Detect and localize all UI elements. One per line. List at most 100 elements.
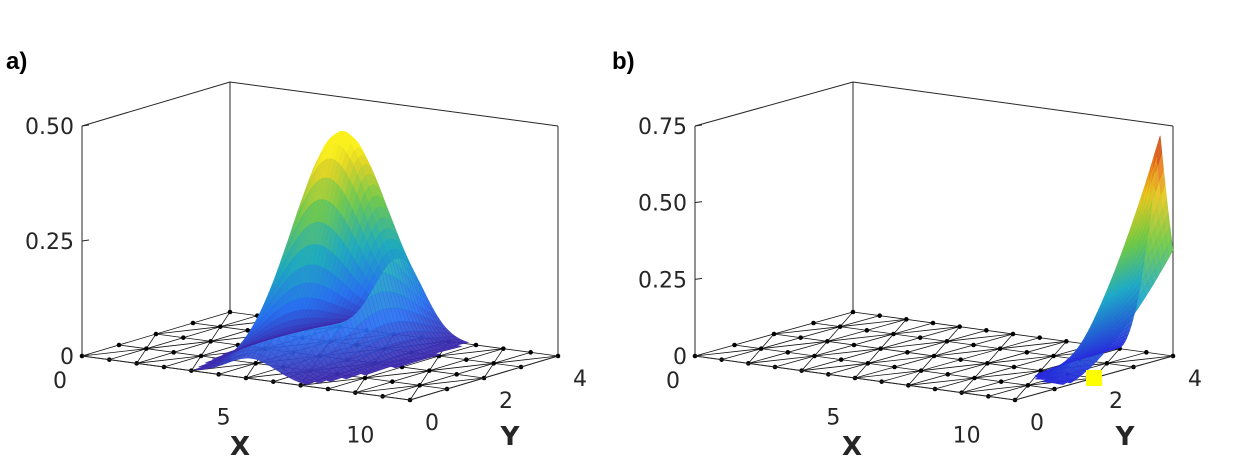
mesh-node [944,339,950,344]
surface [195,130,470,385]
z-tick-label: 0.50 [25,115,74,140]
top-back-edges [694,81,1174,127]
mesh-node [892,364,897,370]
mesh-diagonal [429,362,494,372]
front-axes [81,355,559,401]
mesh-diagonal [839,311,854,327]
y-tick-label: 2 [1109,389,1123,414]
y-axis-line [409,355,559,401]
z-tick-label: 0.50 [638,192,687,217]
mesh-node [905,350,910,355]
z-tick [694,277,703,280]
mesh-node [732,342,737,348]
mesh-diagonal [893,319,907,335]
mesh-diagonal [1014,385,1029,401]
mesh-diagonal [419,370,430,386]
mesh-node [1011,364,1017,370]
mesh-node [464,357,469,362]
z-tick [694,354,703,357]
mesh-diagonal [219,311,231,327]
mesh-node [864,328,870,333]
x-axis-title: X [842,432,862,462]
y-tick-label: 0 [1030,411,1044,436]
mesh-diagonal [364,370,430,379]
mesh-node [1104,361,1110,366]
z-tick [81,239,90,242]
top-back-edges [81,81,559,127]
mesh-diagonal [999,333,1014,349]
mesh-diagonal [210,326,221,342]
mesh-node [171,350,176,355]
mesh-diagonal [961,384,1028,394]
mesh-node [811,320,816,326]
mesh-node [181,335,186,340]
mesh-node [190,320,196,326]
mesh-diagonal [987,348,1001,364]
mesh-diagonal [245,363,257,379]
mesh-diagonal [1000,340,1067,350]
surface-facet [326,323,335,326]
mesh-diagonal [933,341,948,357]
mesh-node [798,335,803,340]
mesh-diagonal [155,326,221,335]
mesh-node [528,350,533,355]
z-tick-label: 0.25 [25,230,74,255]
y-tick-label: 0 [425,411,439,436]
mesh-diagonal [974,370,1041,379]
mesh-diagonal [946,326,960,342]
mesh-diagonal [773,326,841,335]
mesh-diagonal [827,333,894,342]
mesh-diagonal [1106,355,1174,364]
mesh-diagonal [946,333,1014,342]
mesh-diagonal [354,377,366,393]
mesh-node [812,353,817,359]
y-axis-title: Y [500,422,521,452]
mesh-diagonal [974,363,988,379]
mesh-diagonal [867,355,935,364]
mesh-node [985,361,990,366]
mesh-diagonal [801,355,815,371]
x-axis-title: X [230,432,250,462]
y-tick-label: 2 [499,389,513,414]
z-tick [81,354,90,357]
mesh-node [931,353,937,359]
x-tick-label: 5 [826,405,840,430]
mesh-diagonal [840,318,907,328]
surface-plot-a: 0 0.25 0.50 0 5 10 0 2 4 X Y [25,81,587,462]
mesh-diagonal [933,348,1001,357]
mesh-diagonal [814,348,881,357]
mesh-diagonal [300,377,366,386]
mesh-diagonal [961,377,975,393]
mesh-diagonal [145,333,157,349]
mesh-node [758,346,764,351]
mesh-diagonal [908,377,975,386]
mesh-diagonal [428,355,440,371]
mesh-diagonal [190,355,202,371]
mesh-node [998,379,1004,384]
z-tick-label: 0.25 [638,268,687,293]
mesh-node [1144,350,1149,355]
mesh-node [878,346,883,351]
mesh-node [825,339,830,344]
x-tick-label: 5 [217,405,231,430]
mesh-diagonal [1053,341,1067,357]
mesh-node [501,346,506,351]
x-axis-line [694,355,1016,401]
surface-facet [1116,345,1122,349]
mesh-node [1025,383,1031,388]
mesh-node [945,372,951,377]
mesh-diagonal [761,340,828,350]
mesh-node [877,313,882,318]
mesh-node [930,320,936,326]
mesh-node [850,309,856,315]
mesh-node [153,331,159,337]
panel-label-b: b) [612,48,635,75]
mesh-diagonal [880,333,894,349]
mesh-diagonal [136,348,147,364]
mesh-node [891,331,896,337]
mesh-diagonal [920,355,935,371]
chart-panel-b: b) 0 0.25 0.50 0.75 0 5 10 0 2 4 X Y [612,0,1234,468]
x-tick-label: 0 [666,369,680,394]
mesh-diagonal [355,384,420,394]
mesh-diagonal [493,348,504,364]
